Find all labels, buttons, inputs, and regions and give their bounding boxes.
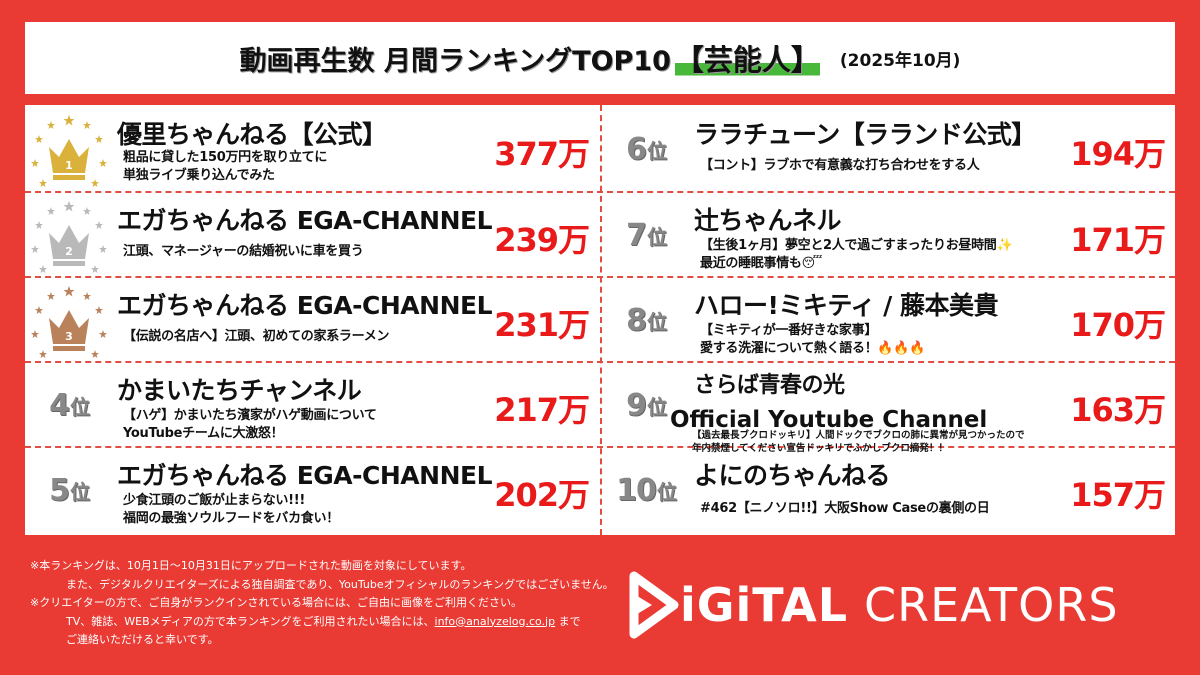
digital-creators-logo: iGiTAL CREATORS — [628, 560, 1168, 650]
footer-note-text: まで — [555, 614, 581, 628]
logo-text-digital: iGiTAL — [680, 578, 849, 632]
period-label: (2025年10月) — [839, 50, 961, 71]
row-divider — [25, 361, 1175, 363]
footer-note: ※クリエイターの方で、ご自身がランクインされている場合には、ご自由に画像をご利用… — [30, 596, 523, 609]
channel-name: 辻ちゃんネル — [694, 206, 842, 235]
footer-notes: ※本ランキングは、10月1日～10月31日にアップロードされた動画を対象にしてい… — [30, 557, 630, 650]
channel-name: かまいたちチャンネル — [117, 376, 362, 405]
view-count: 217万 — [494, 391, 590, 429]
category-label: 【芸能人】 — [674, 37, 820, 79]
video-title: 江頭、マネージャーの結婚祝いに車を買う — [123, 244, 364, 259]
video-title: 【生後1ヶ月】夢空と2人で過ごすまったりお昼時間✨ 最近の睡眠事情も😴 — [700, 238, 1013, 271]
title-bar: 動画再生数 月間ランキングTOP10 【芸能人】 (2025年10月) — [25, 22, 1175, 94]
ranking-entry-1[interactable]: 1 優里ちゃんねる【公式】 粗品に貸した150万円を取り立てに 単独ライブ乗り込… — [25, 107, 599, 191]
ranking-entry-2[interactable]: 2 エガちゃんねる EGA-CHANNEL 江頭、マネージャーの結婚祝いに車を買… — [25, 193, 599, 277]
channel-name-line2: Official Youtube Channel — [670, 407, 988, 433]
row-divider — [25, 276, 1175, 278]
video-title: #462【ニノソロ!!】大阪Show Caseの裏側の日 — [700, 501, 990, 516]
channel-name: エガちゃんねる EGA-CHANNEL — [117, 291, 493, 320]
column-divider — [600, 105, 602, 535]
video-title: 【伝説の名店へ】江頭、初めての家系ラーメン — [123, 329, 390, 344]
rank-number: 1 — [65, 159, 73, 172]
ranking-panel: 1 優里ちゃんねる【公式】 粗品に貸した150万円を取り立てに 単独ライブ乗り込… — [25, 105, 1175, 535]
channel-name: ハロー!ミキティ / 藤本美貴 — [694, 291, 998, 320]
footer-note: ご連絡いただけると幸いです。 — [66, 633, 219, 646]
view-count: 231万 — [494, 306, 590, 344]
video-title: 少食江頭のご飯が止まらない!!! 福岡の最強ソウルフードをバカ食い！ — [123, 493, 339, 526]
footer-note: また、デジタルクリエイターズによる独自調査であり、YouTubeオフィシャルのラ… — [66, 577, 614, 591]
row-divider — [25, 446, 1175, 448]
channel-name: さらば青春の光 — [694, 373, 845, 398]
gold-crown-icon: 1 — [25, 107, 113, 191]
view-count: 157万 — [1070, 476, 1166, 514]
rank-number: 3 — [65, 330, 73, 343]
bronze-crown-icon: 3 — [25, 278, 113, 362]
video-title: 粗品に貸した150万円を取り立てに 単独ライブ乗り込んでみた — [123, 150, 328, 183]
rank-number: 10 位 — [616, 472, 677, 508]
row-divider — [25, 191, 1175, 193]
channel-name: ララチューン【ラランド公式】 — [694, 120, 1036, 149]
rank-label: 10 位 — [602, 448, 690, 532]
view-count: 239万 — [494, 221, 590, 259]
video-title: 【ミキティが一番好きな家事】 愛する洗濯について熱く語る！🔥🔥🔥 — [700, 323, 926, 356]
view-count: 202万 — [494, 476, 590, 514]
ranking-entry-3[interactable]: 3 エガちゃんねる EGA-CHANNEL 【伝説の名店へ】江頭、初めての家系ラ… — [25, 278, 599, 362]
view-count: 377万 — [494, 135, 590, 173]
view-count: 163万 — [1070, 391, 1166, 429]
footer-note: TV、雑誌、WEBメディアの方で本ランキングをご利用されたい場合には、info@… — [30, 613, 630, 632]
channel-name: エガちゃんねる EGA-CHANNEL — [117, 461, 493, 490]
video-title: 【過去最長ブクロドッキリ】人間ドックでブクロの肺に異常が見つかったので 年内禁煙… — [692, 430, 1025, 454]
channel-name: よにのちゃんねる — [694, 461, 891, 490]
logo-text-creators: CREATORS — [864, 578, 1119, 632]
channel-name: エガちゃんねる EGA-CHANNEL — [117, 206, 493, 235]
ranking-entry-10[interactable]: 10 位 よにのちゃんねる #462【ニノソロ!!】大阪Show Caseの裏側の… — [602, 448, 1175, 532]
page-title: 動画再生数 月間ランキングTOP10 — [239, 45, 671, 77]
rank-number: 2 — [65, 245, 73, 258]
footer-note: ※本ランキングは、10月1日～10月31日にアップロードされた動画を対象にしてい… — [30, 559, 472, 572]
video-title: 【コント】ラブホで有意義な打ち合わせをする人 — [700, 158, 980, 173]
view-count: 194万 — [1070, 135, 1166, 173]
email-link[interactable]: info@analyzelog.co.jp — [434, 614, 556, 628]
view-count: 171万 — [1070, 221, 1166, 259]
footer-note-text: TV、雑誌、WEBメディアの方で本ランキングをご利用されたい場合には、 — [66, 614, 435, 628]
video-title: 【ハゲ】かまいたち濱家がハゲ動画について YouTubeチームに大激怒！ — [123, 408, 377, 441]
view-count: 170万 — [1070, 306, 1166, 344]
silver-crown-icon: 2 — [25, 193, 113, 277]
channel-name: 優里ちゃんねる【公式】 — [117, 120, 387, 149]
logo-mark-icon — [629, 571, 679, 639]
